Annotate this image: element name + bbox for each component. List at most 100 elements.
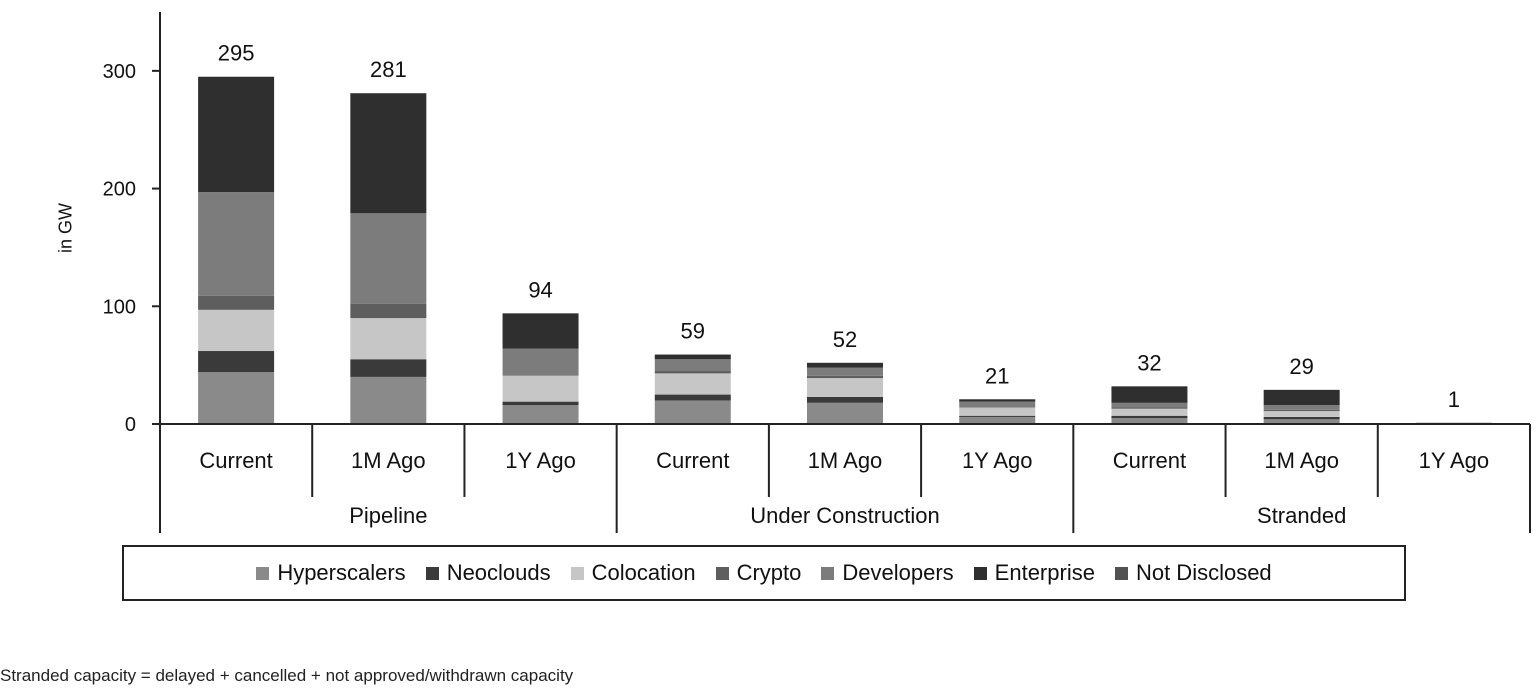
total-label: 1 [1448, 387, 1460, 412]
bar-segment-colocation [350, 318, 427, 360]
group-label: Under Construction [750, 503, 940, 528]
bar-segment-crypto [350, 303, 427, 319]
bar-segment-developers [350, 213, 427, 304]
bar-segment-colocation [807, 378, 883, 397]
total-label: 295 [218, 41, 255, 66]
category-label: 1Y Ago [962, 448, 1033, 473]
bar-segment-developers [502, 348, 579, 376]
category-label: 1Y Ago [505, 448, 576, 473]
legend-swatch [973, 566, 987, 580]
legend-item: Colocation [570, 560, 696, 586]
bar-segment-hyperscalers [959, 416, 1036, 424]
bar-segment-neoclouds [1111, 415, 1188, 419]
bar-segment-developers [1263, 405, 1340, 410]
category-label: 1M Ago [351, 448, 426, 473]
legend-item: Developers [821, 560, 954, 586]
bar-segment-colocation [1263, 411, 1340, 417]
total-label: 21 [985, 363, 1009, 388]
category-label: 1M Ago [1264, 448, 1339, 473]
bar-segment-developers [959, 401, 1036, 408]
legend-item: Neoclouds [425, 560, 551, 586]
bar-segment-enterprise [350, 93, 427, 214]
legend-label: Developers [842, 560, 954, 585]
legend-item: Crypto [715, 560, 802, 586]
bar-segment-crypto [1111, 407, 1188, 409]
bar-segment-developers [198, 192, 275, 296]
bar-segment-enterprise [198, 76, 275, 193]
legend-label: Hyperscalers [277, 560, 406, 585]
legend: Hyperscalers Neoclouds Colocation Crypto Dev… [122, 545, 1406, 601]
legend-label: Not Disclosed [1135, 560, 1272, 585]
y-tick-label: 300 [103, 61, 136, 83]
total-labels: 295 281 94 59 52 21 32 29 1 [218, 41, 1460, 412]
total-label: 59 [681, 319, 705, 344]
bar-segment-crypto [198, 295, 275, 310]
legend-swatch [821, 566, 835, 580]
legend-swatch [715, 566, 729, 580]
total-label: 94 [528, 277, 552, 302]
bar-segment-neoclouds [807, 396, 883, 403]
legend-item: Not Disclosed [1114, 560, 1272, 586]
bar-segment-enterprise [1111, 386, 1188, 403]
y-axis-label: in GW [55, 202, 76, 254]
bar-segment-colocation [198, 309, 275, 352]
bar-segment-colocation [1111, 408, 1188, 416]
bar-segment-neoclouds [502, 401, 579, 406]
bar-segment-crypto [807, 375, 883, 379]
legend-label: Enterprise [994, 560, 1095, 585]
category-label: Current [199, 448, 272, 473]
legend-swatch [1114, 566, 1128, 580]
x-axis: Current 1M Ago 1Y Ago Current 1M Ago 1Y Ago Cu… [159, 423, 1531, 533]
bars [198, 76, 1492, 424]
category-label: 1M Ago [808, 448, 883, 473]
category-label: 1Y Ago [1419, 448, 1490, 473]
bar-segment-neoclouds [198, 351, 275, 373]
category-label: Current [656, 448, 729, 473]
bar-segment-enterprise [502, 313, 579, 349]
legend-swatch [570, 566, 584, 580]
group-label: Stranded [1257, 503, 1346, 528]
category-label: Current [1113, 448, 1186, 473]
bar-segment-enterprise [654, 354, 731, 360]
total-label: 281 [370, 57, 407, 82]
legend-item: Hyperscalers [256, 560, 406, 586]
bar-segment-neoclouds [350, 359, 427, 377]
y-tick-label: 100 [103, 296, 136, 318]
bar-segment-developers [1111, 402, 1188, 408]
bar-segment-neoclouds [654, 394, 731, 401]
bar-segment-enterprise [1263, 389, 1340, 406]
legend-swatch [256, 566, 270, 580]
bar-segment-developers [654, 359, 731, 372]
bar-segment-neoclouds [959, 415, 1036, 417]
y-axis: 0 100 200 300 [103, 12, 161, 436]
stacked-bar-chart: 0 100 200 300 295 281 94 59 52 21 32 29 1 Current 1M… [103, 12, 1531, 533]
bar-segment-crypto [1263, 409, 1340, 412]
total-label: 29 [1289, 354, 1313, 379]
legend-label: Colocation [591, 560, 696, 585]
bar-segment-hyperscalers [1263, 419, 1340, 424]
bar-segment-neoclouds [1263, 416, 1340, 420]
legend-swatch [425, 566, 439, 580]
group-label: Pipeline [349, 503, 427, 528]
bar-segment-developers [807, 367, 883, 376]
bar-segment-colocation [502, 375, 579, 402]
bar-segment-colocation [654, 373, 731, 395]
y-tick-label: 200 [103, 179, 136, 201]
total-label: 32 [1137, 350, 1161, 375]
bar-segment-hyperscalers [198, 372, 275, 424]
bar-segment-hyperscalers [1111, 418, 1188, 424]
bar-segment-crypto [654, 371, 731, 374]
y-tick-label: 0 [125, 414, 136, 436]
bar-segment-enterprise [807, 362, 883, 368]
legend-item: Enterprise [973, 560, 1095, 586]
bar-segment-hyperscalers [350, 376, 427, 424]
legend-label: Crypto [736, 560, 802, 585]
bar-segment-colocation [959, 407, 1036, 416]
bar-segment-hyperscalers [654, 400, 731, 424]
total-label: 52 [833, 327, 857, 352]
bar-segment-hyperscalers [502, 405, 579, 424]
bar-segment-hyperscalers [807, 402, 883, 424]
footnote: Stranded capacity = delayed + cancelled … [0, 666, 574, 685]
bar-segment-enterprise [959, 399, 1036, 402]
legend-label: Neoclouds [446, 560, 551, 585]
